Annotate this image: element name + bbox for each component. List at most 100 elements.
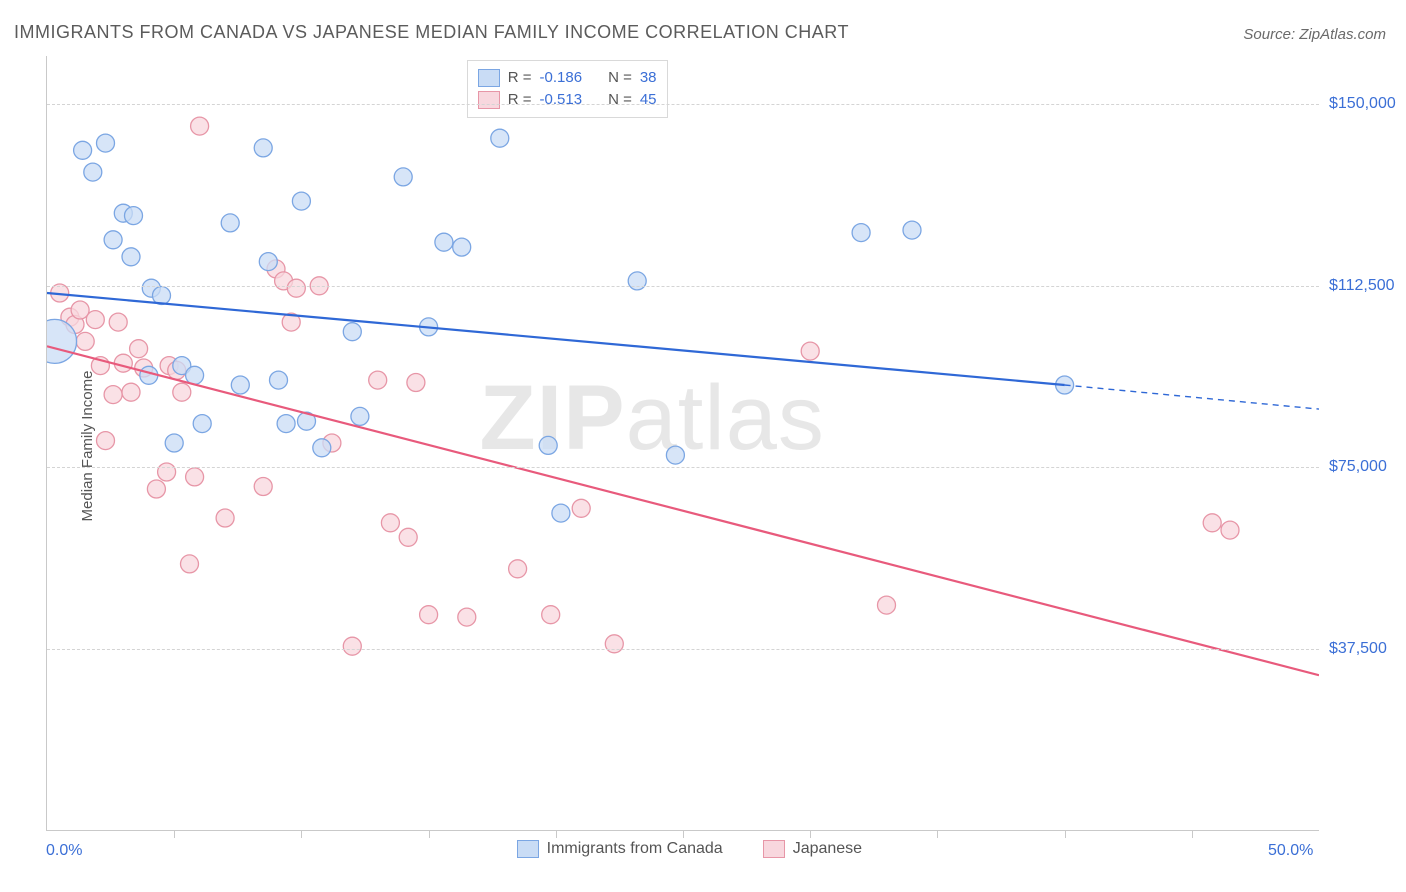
legend-R-value-japanese: -0.513 (540, 89, 583, 111)
gridline-h (47, 104, 1319, 105)
data-point-japanese (97, 432, 115, 450)
data-point-japanese (542, 606, 560, 624)
data-point-japanese (343, 637, 361, 655)
gridline-h (47, 286, 1319, 287)
data-point-canada (277, 415, 295, 433)
data-point-canada (122, 248, 140, 266)
x-tick (1065, 830, 1066, 838)
data-point-japanese (130, 340, 148, 358)
data-point-japanese (191, 117, 209, 135)
data-point-japanese (181, 555, 199, 573)
data-point-canada (394, 168, 412, 186)
gridline-h (47, 467, 1319, 468)
x-tick (556, 830, 557, 838)
x-axis-start-label: 0.0% (46, 842, 82, 860)
legend-bottom-label-japanese: Japanese (793, 840, 862, 858)
data-point-canada (852, 224, 870, 242)
x-tick (683, 830, 684, 838)
chart-plot-area: ZIPatlas R =-0.186N =38R =-0.513N =45 $3… (46, 56, 1319, 831)
data-point-japanese (509, 560, 527, 578)
legend-N-value-japanese: 45 (640, 89, 657, 111)
data-point-japanese (458, 608, 476, 626)
y-tick-label: $37,500 (1329, 640, 1406, 658)
regression-line-dash-canada (1065, 385, 1319, 409)
data-point-canada (125, 207, 143, 225)
data-point-japanese (407, 374, 425, 392)
data-point-japanese (381, 514, 399, 532)
legend-series: Immigrants from Canada Japanese (517, 840, 862, 858)
data-point-japanese (147, 480, 165, 498)
legend-row-japanese: R =-0.513N =45 (478, 89, 657, 111)
data-point-japanese (254, 478, 272, 496)
data-point-japanese (216, 509, 234, 527)
data-point-japanese (122, 383, 140, 401)
data-point-japanese (420, 606, 438, 624)
y-tick-label: $112,500 (1329, 277, 1406, 295)
data-point-canada (165, 434, 183, 452)
data-point-canada (259, 253, 277, 271)
data-point-japanese (104, 386, 122, 404)
data-point-canada (351, 407, 369, 425)
x-axis-end-label: 50.0% (1268, 842, 1313, 860)
data-point-canada (231, 376, 249, 394)
y-tick-label: $75,000 (1329, 458, 1406, 476)
legend-N-label: N = (608, 67, 632, 89)
data-point-canada (435, 233, 453, 251)
legend-bottom-swatch-japanese (763, 840, 785, 858)
legend-row-canada: R = -0.186 N = 38 (478, 67, 657, 89)
data-point-japanese (1203, 514, 1221, 532)
legend-swatch-japanese (478, 91, 500, 109)
data-point-canada (97, 134, 115, 152)
chart-title: IMMIGRANTS FROM CANADA VS JAPANESE MEDIA… (14, 22, 849, 43)
data-point-japanese (878, 596, 896, 614)
legend-bottom-item-japanese: Japanese (763, 840, 862, 858)
data-point-canada (84, 163, 102, 181)
legend-N-value-canada: 38 (640, 67, 657, 89)
legend-R-value-canada: -0.186 (540, 67, 583, 89)
x-tick (1192, 830, 1193, 838)
x-tick (429, 830, 430, 838)
x-tick (301, 830, 302, 838)
data-point-canada (292, 192, 310, 210)
data-point-canada (270, 371, 288, 389)
source-attribution: Source: ZipAtlas.com (1243, 26, 1386, 43)
data-point-canada (628, 272, 646, 290)
data-point-japanese (114, 354, 132, 372)
data-point-japanese (76, 332, 94, 350)
data-point-canada (552, 504, 570, 522)
data-point-canada (453, 238, 471, 256)
data-point-canada (666, 446, 684, 464)
data-point-japanese (86, 311, 104, 329)
regression-line-japanese (47, 346, 1319, 675)
data-point-canada (903, 221, 921, 239)
data-point-canada (221, 214, 239, 232)
data-point-japanese (186, 468, 204, 486)
legend-R-label: R = (508, 67, 532, 89)
data-point-canada (186, 366, 204, 384)
data-point-canada (74, 141, 92, 159)
source-name: ZipAtlas.com (1299, 26, 1386, 43)
y-axis-label: Median Family Income (79, 371, 96, 522)
data-point-japanese (605, 635, 623, 653)
legend-bottom-label-canada: Immigrants from Canada (547, 840, 723, 858)
data-point-japanese (109, 313, 127, 331)
legend-correlation-box: R = -0.186 N = 38R =-0.513N =45 (467, 60, 668, 118)
data-point-canada (343, 323, 361, 341)
x-tick (937, 830, 938, 838)
data-point-canada (313, 439, 331, 457)
data-point-japanese (801, 342, 819, 360)
x-tick (174, 830, 175, 838)
data-point-canada (193, 415, 211, 433)
gridline-h (47, 649, 1319, 650)
data-point-japanese (158, 463, 176, 481)
data-point-japanese (1221, 521, 1239, 539)
data-point-canada (491, 129, 509, 147)
data-point-japanese (572, 499, 590, 517)
legend-bottom-swatch-canada (517, 840, 539, 858)
x-tick (810, 830, 811, 838)
data-point-japanese (399, 528, 417, 546)
data-point-canada (539, 436, 557, 454)
source-prefix: Source: (1243, 26, 1299, 43)
data-point-japanese (287, 279, 305, 297)
data-point-japanese (173, 383, 191, 401)
